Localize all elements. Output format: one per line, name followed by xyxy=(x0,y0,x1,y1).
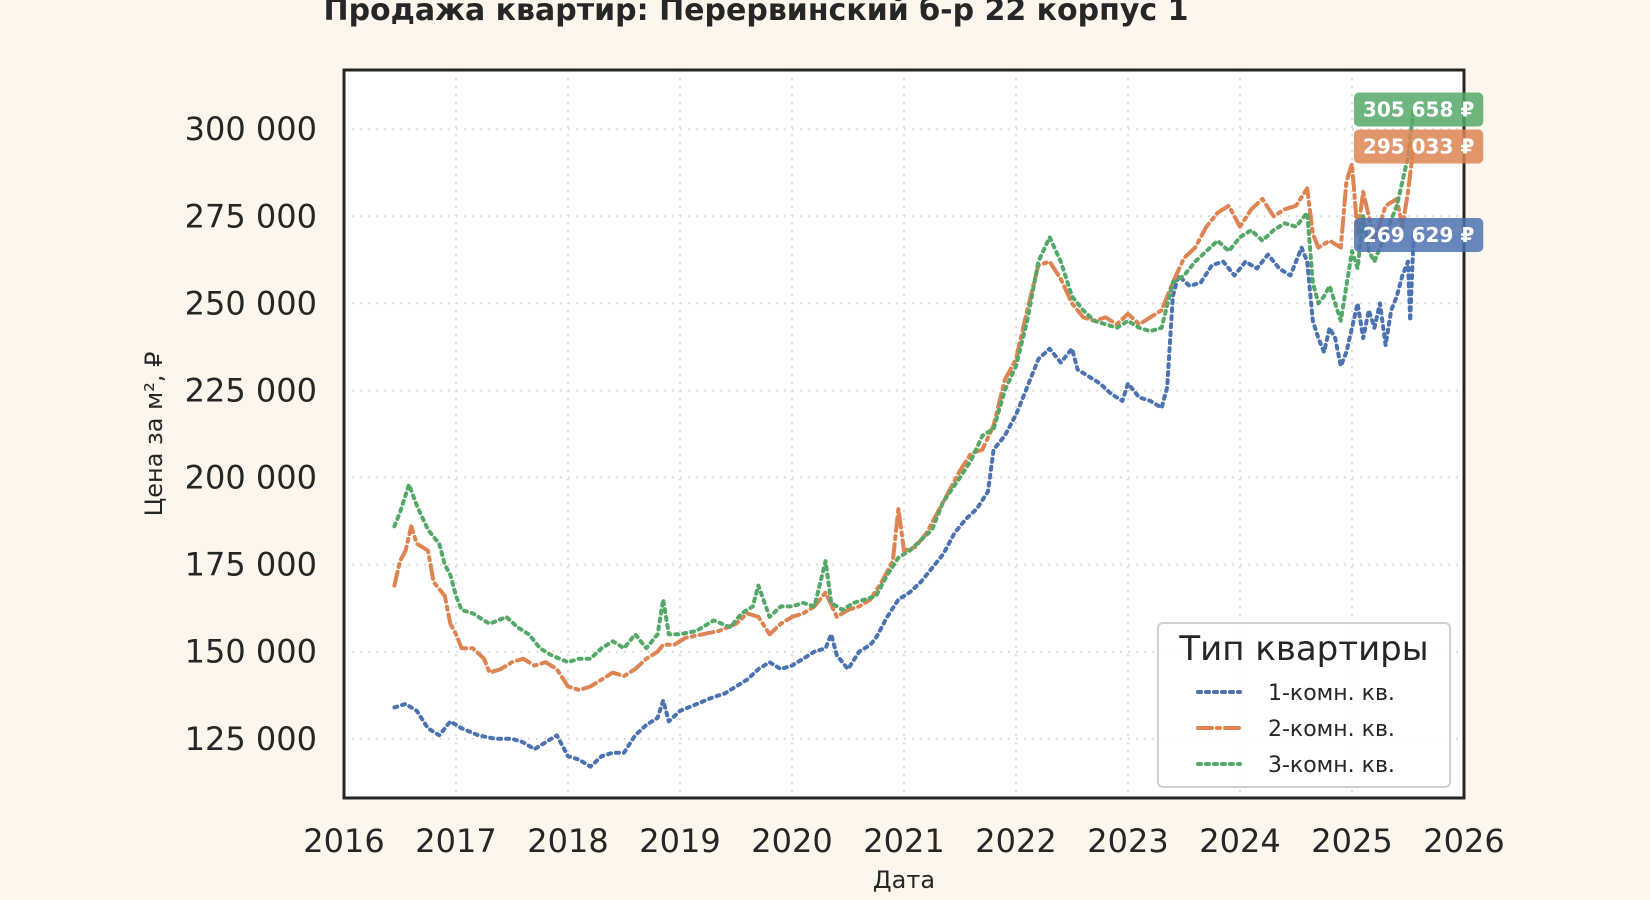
legend-label: 1-комн. кв. xyxy=(1268,681,1395,706)
x-axis: 2016 2017 2018 2019 2020 2021 2022 2023 2024 2025… xyxy=(303,822,1504,860)
y-tick-label: 175 000 xyxy=(185,546,317,584)
legend-label: 3-комн. кв. xyxy=(1268,753,1395,778)
end-label-2: 295 033 ₽ xyxy=(1353,129,1484,164)
plot-frame xyxy=(342,68,1466,800)
y-tick-label: 300 000 xyxy=(185,110,317,148)
end-label-badge xyxy=(1353,129,1484,164)
series-line-1 xyxy=(392,233,1416,769)
y-tick-label: 125 000 xyxy=(185,720,317,758)
series-layer xyxy=(392,107,1416,769)
x-axis-label: Дата xyxy=(873,866,935,894)
x-tick-label: 2017 xyxy=(415,822,496,860)
y-tick-label: 200 000 xyxy=(185,459,317,497)
x-tick-label: 2023 xyxy=(1087,822,1168,860)
x-tick-label: 2019 xyxy=(639,822,720,860)
end-labels: 269 629 ₽ 295 033 ₽ 305 658 ₽ xyxy=(1353,92,1484,253)
end-label-text: 295 033 ₽ xyxy=(1363,135,1474,159)
end-label-3: 305 658 ₽ xyxy=(1353,92,1484,127)
x-tick-label: 2026 xyxy=(1423,822,1504,860)
y-tick-label: 225 000 xyxy=(185,371,317,409)
x-tick-label: 2016 xyxy=(303,822,384,860)
legend-title: Тип квартиры xyxy=(1178,629,1428,669)
y-tick-label: 275 000 xyxy=(185,197,317,235)
end-label-text: 269 629 ₽ xyxy=(1363,223,1474,247)
legend-item-3: 3-комн. кв. xyxy=(1196,753,1395,778)
legend-item-2: 2-комн. кв. xyxy=(1196,717,1395,742)
end-label-badge xyxy=(1353,218,1484,253)
end-label-1: 269 629 ₽ xyxy=(1353,218,1484,253)
legend-items: 1-комн. кв. 2-комн. кв. 3-комн. кв. xyxy=(1196,681,1395,778)
series-line-2 xyxy=(392,144,1416,692)
x-tick-label: 2024 xyxy=(1199,822,1280,860)
x-tick-label: 2018 xyxy=(527,822,608,860)
legend-label: 2-комн. кв. xyxy=(1268,717,1395,742)
end-label-badge xyxy=(1353,92,1484,127)
x-tick-label: 2020 xyxy=(751,822,832,860)
legend-box xyxy=(1157,622,1451,788)
chart-title: Продажа квартир: Перервинский б-р 22 кор… xyxy=(323,0,1188,28)
x-tick-label: 2025 xyxy=(1311,822,1392,860)
series-line-3 xyxy=(392,107,1416,665)
x-tick-label: 2022 xyxy=(975,822,1056,860)
end-label-text: 305 658 ₽ xyxy=(1363,98,1474,122)
legend-item-1: 1-комн. кв. xyxy=(1196,681,1395,706)
x-tick-label: 2021 xyxy=(863,822,944,860)
y-tick-label: 150 000 xyxy=(185,633,317,671)
legend: Тип квартиры 1-комн. кв. 2-комн. кв. 3-ком… xyxy=(1157,622,1451,788)
y-axis-label: Цена за м², ₽ xyxy=(140,352,168,517)
y-tick-label: 250 000 xyxy=(185,284,317,322)
y-axis: 125 000 150 000 175 000 200 000 225 000 250 0… xyxy=(185,110,317,758)
